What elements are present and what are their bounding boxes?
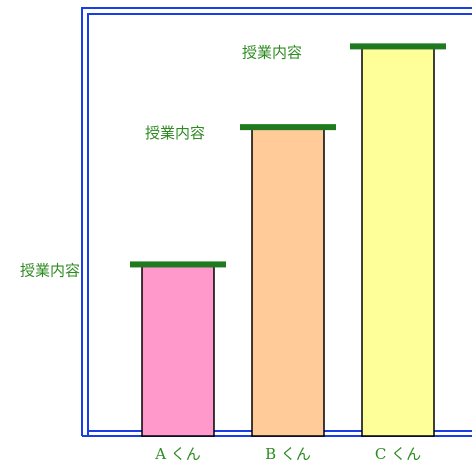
bar-label-1: 授業内容 xyxy=(20,261,80,279)
category-label-2: B くん xyxy=(265,445,311,463)
frame-outer xyxy=(81,7,472,436)
bar-cap-2 xyxy=(240,124,336,131)
bar-2 xyxy=(251,128,325,437)
category-label-3: C くん xyxy=(375,445,421,463)
bar-1 xyxy=(141,265,215,437)
bar-cap-1 xyxy=(130,261,226,268)
bar-label-3: 授業内容 xyxy=(242,43,302,61)
bar-3 xyxy=(361,47,435,437)
bar-cap-3 xyxy=(350,43,446,50)
category-group: A くん B くん C くん xyxy=(154,445,421,463)
frame-inner xyxy=(87,13,472,436)
bar-label-2: 授業内容 xyxy=(145,124,205,142)
bar-group xyxy=(130,43,446,437)
category-label-1: A くん xyxy=(154,445,201,463)
